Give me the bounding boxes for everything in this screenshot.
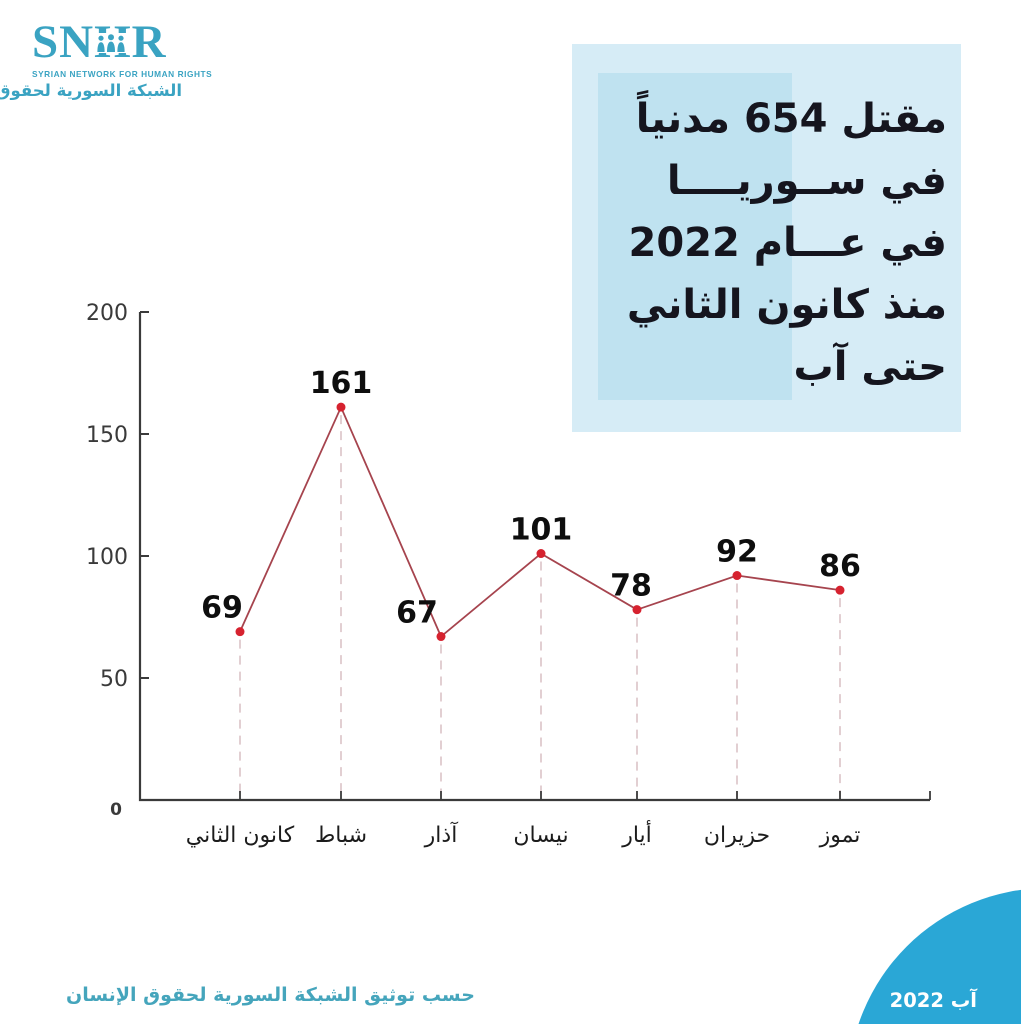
value-label: 67 bbox=[396, 596, 438, 631]
data-point bbox=[632, 605, 642, 615]
data-point bbox=[732, 571, 742, 581]
data-point bbox=[436, 632, 446, 642]
x-category-label: كانون الثاني bbox=[186, 823, 295, 848]
data-point bbox=[336, 402, 346, 412]
snhr-logo: SNHR SYRIAN NETWORK FOR HUMAN RIGHTS الش… bbox=[0, 18, 213, 100]
people-icon bbox=[95, 33, 127, 53]
y-tick-label: 100 bbox=[86, 545, 128, 570]
y-tick-label: 50 bbox=[100, 667, 128, 692]
x-category-label: آذار bbox=[424, 821, 459, 848]
x-category-label: شباط bbox=[315, 823, 367, 848]
title-line-5: حتى آب bbox=[793, 344, 947, 390]
title-box-inner bbox=[598, 73, 792, 400]
y-tick-label: 200 bbox=[86, 301, 128, 326]
chart-svg: 0 50 100 150 200 كانون الثاني شباط آذار نيسان أيا… bbox=[86, 301, 931, 848]
value-label: 78 bbox=[610, 569, 652, 604]
total-count: 654 bbox=[743, 96, 828, 142]
title-line-4: منذ كانون الثاني bbox=[626, 282, 947, 328]
value-label: 161 bbox=[310, 366, 373, 401]
data-point bbox=[835, 585, 845, 595]
logo-tagline-en: SYRIAN NETWORK FOR HUMAN RIGHTS bbox=[32, 69, 213, 79]
axes bbox=[138, 312, 930, 802]
infographic-title: مقتل 654 مدنياً في ســوريــــا في عـــام… bbox=[572, 88, 947, 398]
value-label: 92 bbox=[716, 535, 758, 570]
value-label: 86 bbox=[819, 549, 861, 584]
x-category-label: حزيران bbox=[704, 823, 770, 848]
value-label: 101 bbox=[510, 513, 573, 548]
logo-tagline-ar: الشبكة السورية لحقوق الإنسان bbox=[0, 81, 182, 100]
title-line-1: مقتل 654 مدنياً bbox=[635, 96, 947, 142]
x-category-label: نيسان bbox=[513, 823, 568, 848]
value-label: 69 bbox=[201, 591, 243, 626]
title-line-2: في ســوريــــا bbox=[666, 158, 947, 204]
y-tick-label: 150 bbox=[86, 423, 128, 448]
data-point bbox=[235, 627, 245, 637]
x-category-label: أيار bbox=[621, 820, 652, 848]
data-point bbox=[536, 549, 546, 559]
title-line-3: في عـــام 2022 bbox=[628, 220, 947, 266]
x-category-label: تموز bbox=[819, 823, 861, 848]
date-badge: آب 2022 bbox=[889, 989, 977, 1012]
source-note: حسب توثيق الشبكة السورية لحقوق الإنسان bbox=[66, 984, 475, 1006]
y-tick-label-zero: 0 bbox=[110, 800, 122, 820]
line-chart: 0 50 100 150 200 كانون الثاني شباط آذار نيسان أيا… bbox=[85, 290, 945, 870]
